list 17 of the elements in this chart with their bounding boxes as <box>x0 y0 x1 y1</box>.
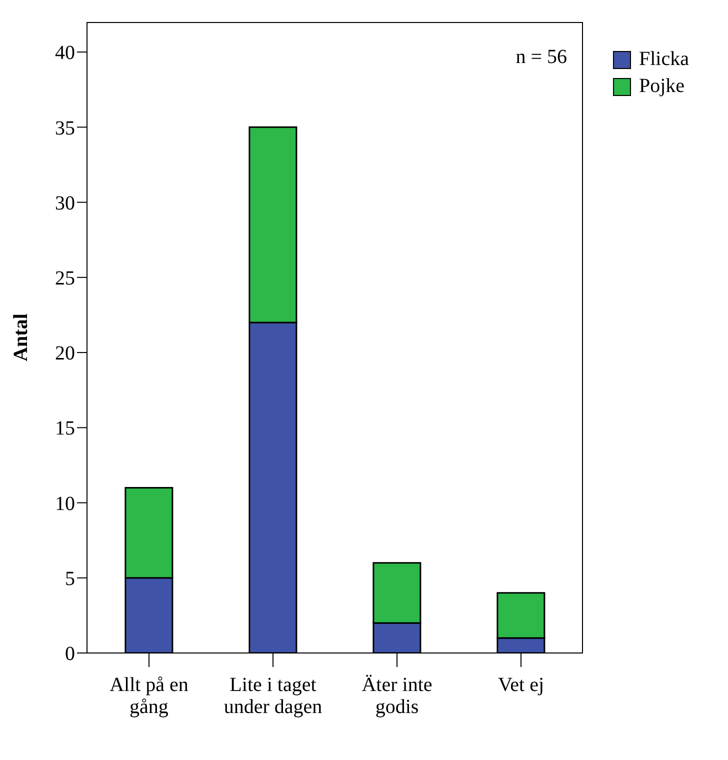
y-tick-label: 35 <box>55 117 75 140</box>
x-tick-label: Allt på en gång <box>110 674 188 718</box>
y-tick-label: 25 <box>55 268 75 290</box>
y-tick-label: 40 <box>55 42 75 64</box>
annotation: n = 56 <box>516 46 567 69</box>
y-tick-label: 0 <box>65 643 75 666</box>
y-tick-label: 30 <box>55 192 75 214</box>
legend-label: Pojke <box>639 75 685 98</box>
x-tick-label: Lite i taget under dagen <box>224 674 322 718</box>
y-tick-label: 20 <box>55 342 75 365</box>
legend-label: Flicka <box>639 48 689 71</box>
y-axis-title: Antal <box>10 313 32 362</box>
y-tick-label: 5 <box>65 568 75 590</box>
y-tick-label: 15 <box>55 418 75 440</box>
x-tick-label: Vet ej <box>498 674 544 696</box>
y-tick-label: 10 <box>55 492 75 515</box>
x-tick-label: Äter inte godis <box>362 674 432 718</box>
